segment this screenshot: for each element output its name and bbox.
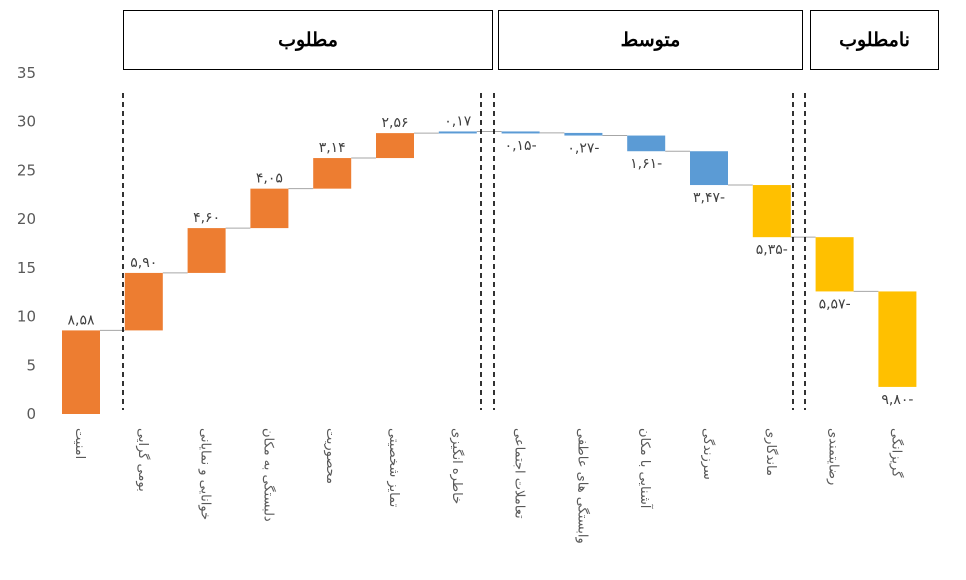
waterfall-bar bbox=[187, 228, 226, 273]
category-label: وابستگی های عاطفی bbox=[574, 428, 590, 544]
group-box-desirable: مطلوب bbox=[123, 10, 493, 70]
waterfall-bar bbox=[752, 185, 791, 238]
data-label: ۳,۱۴ bbox=[319, 140, 346, 156]
category-label: خاطره انگیزی bbox=[449, 428, 465, 504]
category-label: دلبستگی به مکان bbox=[260, 428, 276, 522]
waterfall-bar bbox=[124, 272, 163, 331]
y-tick-label: 35 bbox=[17, 64, 36, 82]
group-label-undesirable: نامطلوب bbox=[839, 29, 910, 51]
category-label: تعاملات اجتماعی bbox=[512, 428, 527, 519]
y-tick-label: 25 bbox=[17, 161, 36, 179]
waterfall-bar bbox=[878, 291, 917, 387]
waterfall-bar bbox=[815, 237, 854, 292]
group-label-moderate: متوسط bbox=[620, 29, 681, 51]
waterfall-bar bbox=[690, 151, 728, 186]
category-label: تمایز شخصیتی bbox=[386, 428, 401, 508]
waterfall-bar bbox=[62, 330, 100, 414]
data-label: ۰,۱۷ bbox=[444, 113, 471, 129]
category-label: سرزندگی bbox=[700, 428, 716, 480]
y-tick-label: 30 bbox=[17, 113, 36, 131]
waterfall-bar bbox=[564, 132, 603, 136]
y-tick-label: 20 bbox=[17, 210, 36, 228]
category-label: آشنایی با مکان bbox=[637, 428, 654, 510]
waterfall-bar bbox=[376, 133, 414, 159]
data-label: ۴,۰۵ bbox=[256, 171, 283, 187]
waterfall-bar bbox=[250, 188, 289, 229]
category-label: خوانایی و نمایانی bbox=[198, 428, 213, 520]
y-tick-label: 10 bbox=[17, 308, 36, 326]
group-label-desirable: مطلوب bbox=[278, 29, 338, 51]
data-label: ۴,۶۰ bbox=[193, 210, 220, 226]
data-label: ۳,۴۷- bbox=[693, 190, 725, 206]
data-label: ۵,۹۰ bbox=[130, 255, 157, 271]
category-label: محصوریت bbox=[323, 428, 338, 484]
waterfall-bar bbox=[501, 131, 540, 134]
waterfall-bar bbox=[438, 131, 477, 134]
y-tick-label: 5 bbox=[26, 356, 36, 374]
category-label: ماندگاری bbox=[763, 428, 779, 476]
data-label: ۲,۵۶ bbox=[381, 115, 408, 131]
data-label: ۸,۵۸ bbox=[67, 312, 94, 328]
category-label: رضایتمندی bbox=[826, 428, 841, 485]
y-tick-label: 0 bbox=[26, 405, 36, 423]
group-box-undesirable: نامطلوب bbox=[810, 10, 939, 70]
category-label: امنیت bbox=[72, 428, 87, 459]
category-label: گریزانگی bbox=[888, 428, 904, 478]
waterfall-bar bbox=[313, 158, 352, 189]
data-label: ۰,۱۵- bbox=[505, 138, 537, 154]
data-label: ۰,۲۷- bbox=[567, 141, 599, 157]
y-tick-label: 15 bbox=[17, 259, 36, 277]
data-label: ۱,۶۱- bbox=[630, 156, 662, 172]
group-box-moderate: متوسط bbox=[498, 10, 803, 70]
category-label: بومی گرایی bbox=[135, 428, 151, 492]
data-label: ۵,۳۵- bbox=[756, 242, 788, 258]
waterfall-bar bbox=[627, 135, 666, 152]
data-label: ۵,۵۷- bbox=[819, 296, 851, 312]
data-label: ۹,۸۰- bbox=[881, 392, 913, 408]
